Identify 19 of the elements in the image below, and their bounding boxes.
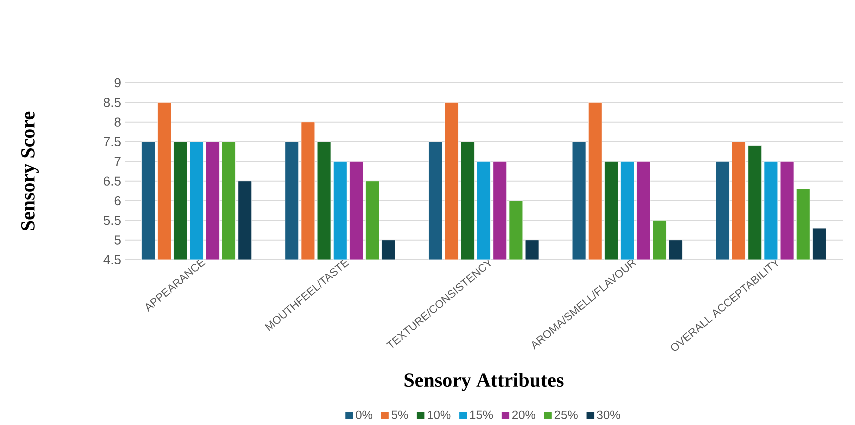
legend-label: 20% [512,410,536,420]
legend-label: 0% [356,410,373,420]
y-tick-label: 5 [114,236,121,246]
y-tick-label: 9 [114,78,121,88]
y-tick-label: 7 [114,157,121,166]
y-tick-label: 8 [114,118,121,128]
legend-label: 10% [428,410,451,420]
x-axis-title: Sensory Attributes [404,373,564,392]
legend-label: 25% [554,410,578,420]
legend-label: 15% [470,410,494,420]
y-tick-label: 6.5 [104,176,121,186]
legend-label: 5% [392,410,408,420]
y-tick-label: 8.5 [104,98,121,108]
y-tick-label: 4.5 [104,256,121,265]
legend-label: 30% [597,410,620,420]
y-tick-label: 7.5 [104,138,121,147]
y-tick-label: 5.5 [104,216,121,226]
y-axis-title: Sensory Score [21,112,40,231]
y-tick-label: 6 [114,196,121,206]
